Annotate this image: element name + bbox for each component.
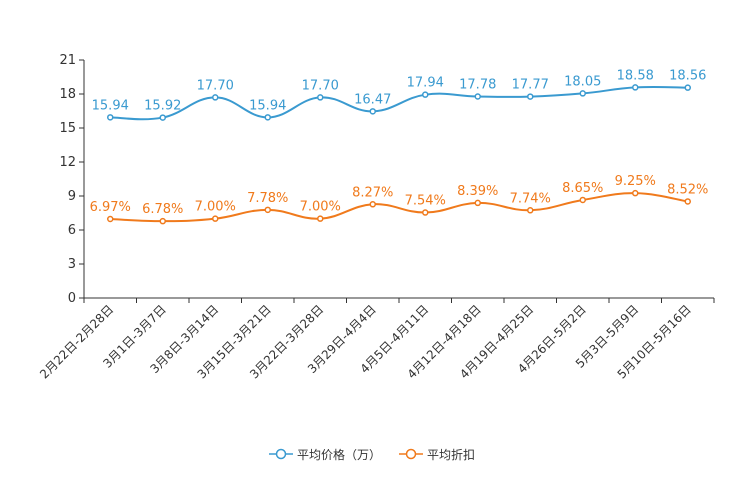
y-tick-label: 9 [68,189,76,204]
data-label: 8.39% [457,184,498,199]
data-label: 17.77 [512,78,549,93]
data-point [527,207,534,214]
data-label: 16.47 [354,92,391,107]
data-point [527,93,534,100]
data-label: 18.05 [564,74,601,89]
data-point [474,93,481,100]
data-label: 6.78% [142,202,183,217]
data-point [422,91,429,98]
data-label: 17.70 [197,78,234,93]
data-label: 17.78 [459,77,496,92]
x-tick-label: 2月22日-2月28日 [37,302,116,381]
data-label: 7.54% [405,194,446,209]
series-line-1 [110,192,688,223]
data-label: 8.52% [667,182,708,197]
data-point [422,209,429,216]
data-point [212,94,219,101]
data-point [684,198,691,205]
data-point [369,108,376,115]
data-point [159,114,166,121]
legend-item-price[interactable]: 平均价格（万） [268,446,381,463]
data-point [107,114,114,121]
data-label: 7.00% [300,200,341,215]
data-point [579,196,586,204]
series-line-0 [110,85,688,121]
data-label: 17.70 [302,78,339,93]
y-tick-label: 21 [59,53,76,68]
y-tick-label: 0 [68,291,76,306]
data-point [632,84,639,91]
legend-item-discount[interactable]: 平均折扣 [399,446,475,463]
y-tick-label: 15 [59,121,76,136]
y-tick-label: 18 [59,87,76,102]
data-label: 8.27% [352,185,393,200]
legend-discount-marker-icon [399,448,423,460]
data-label: 17.94 [407,76,444,91]
data-point [264,114,271,121]
legend-discount-label: 平均折扣 [427,447,476,462]
data-label: 7.74% [510,191,551,206]
data-label: 7.00% [195,200,236,215]
y-tick-label: 3 [68,257,76,272]
data-point [317,94,324,101]
data-label: 15.94 [92,98,129,113]
legend-price-marker-icon [268,448,293,460]
data-label: 8.65% [562,181,603,196]
data-point [369,201,376,208]
data-point [317,215,324,222]
legend: 平均价格（万） 平均折扣 [0,444,744,464]
data-label: 15.92 [144,99,181,114]
data-point [632,189,639,197]
data-point [159,217,166,225]
data-label: 18.56 [669,69,706,84]
data-point [684,84,691,91]
data-point [212,215,219,222]
data-point [474,199,481,207]
data-point [264,206,271,214]
data-label: 18.58 [617,68,654,83]
data-point [107,215,114,223]
data-label: 15.94 [249,98,286,113]
legend-price-label: 平均价格（万） [296,447,381,462]
data-label: 6.97% [90,200,131,215]
data-label: 7.78% [247,191,288,206]
data-point [579,90,586,97]
y-tick-label: 6 [68,223,76,238]
data-label: 9.25% [615,174,656,189]
y-tick-label: 12 [59,155,76,170]
